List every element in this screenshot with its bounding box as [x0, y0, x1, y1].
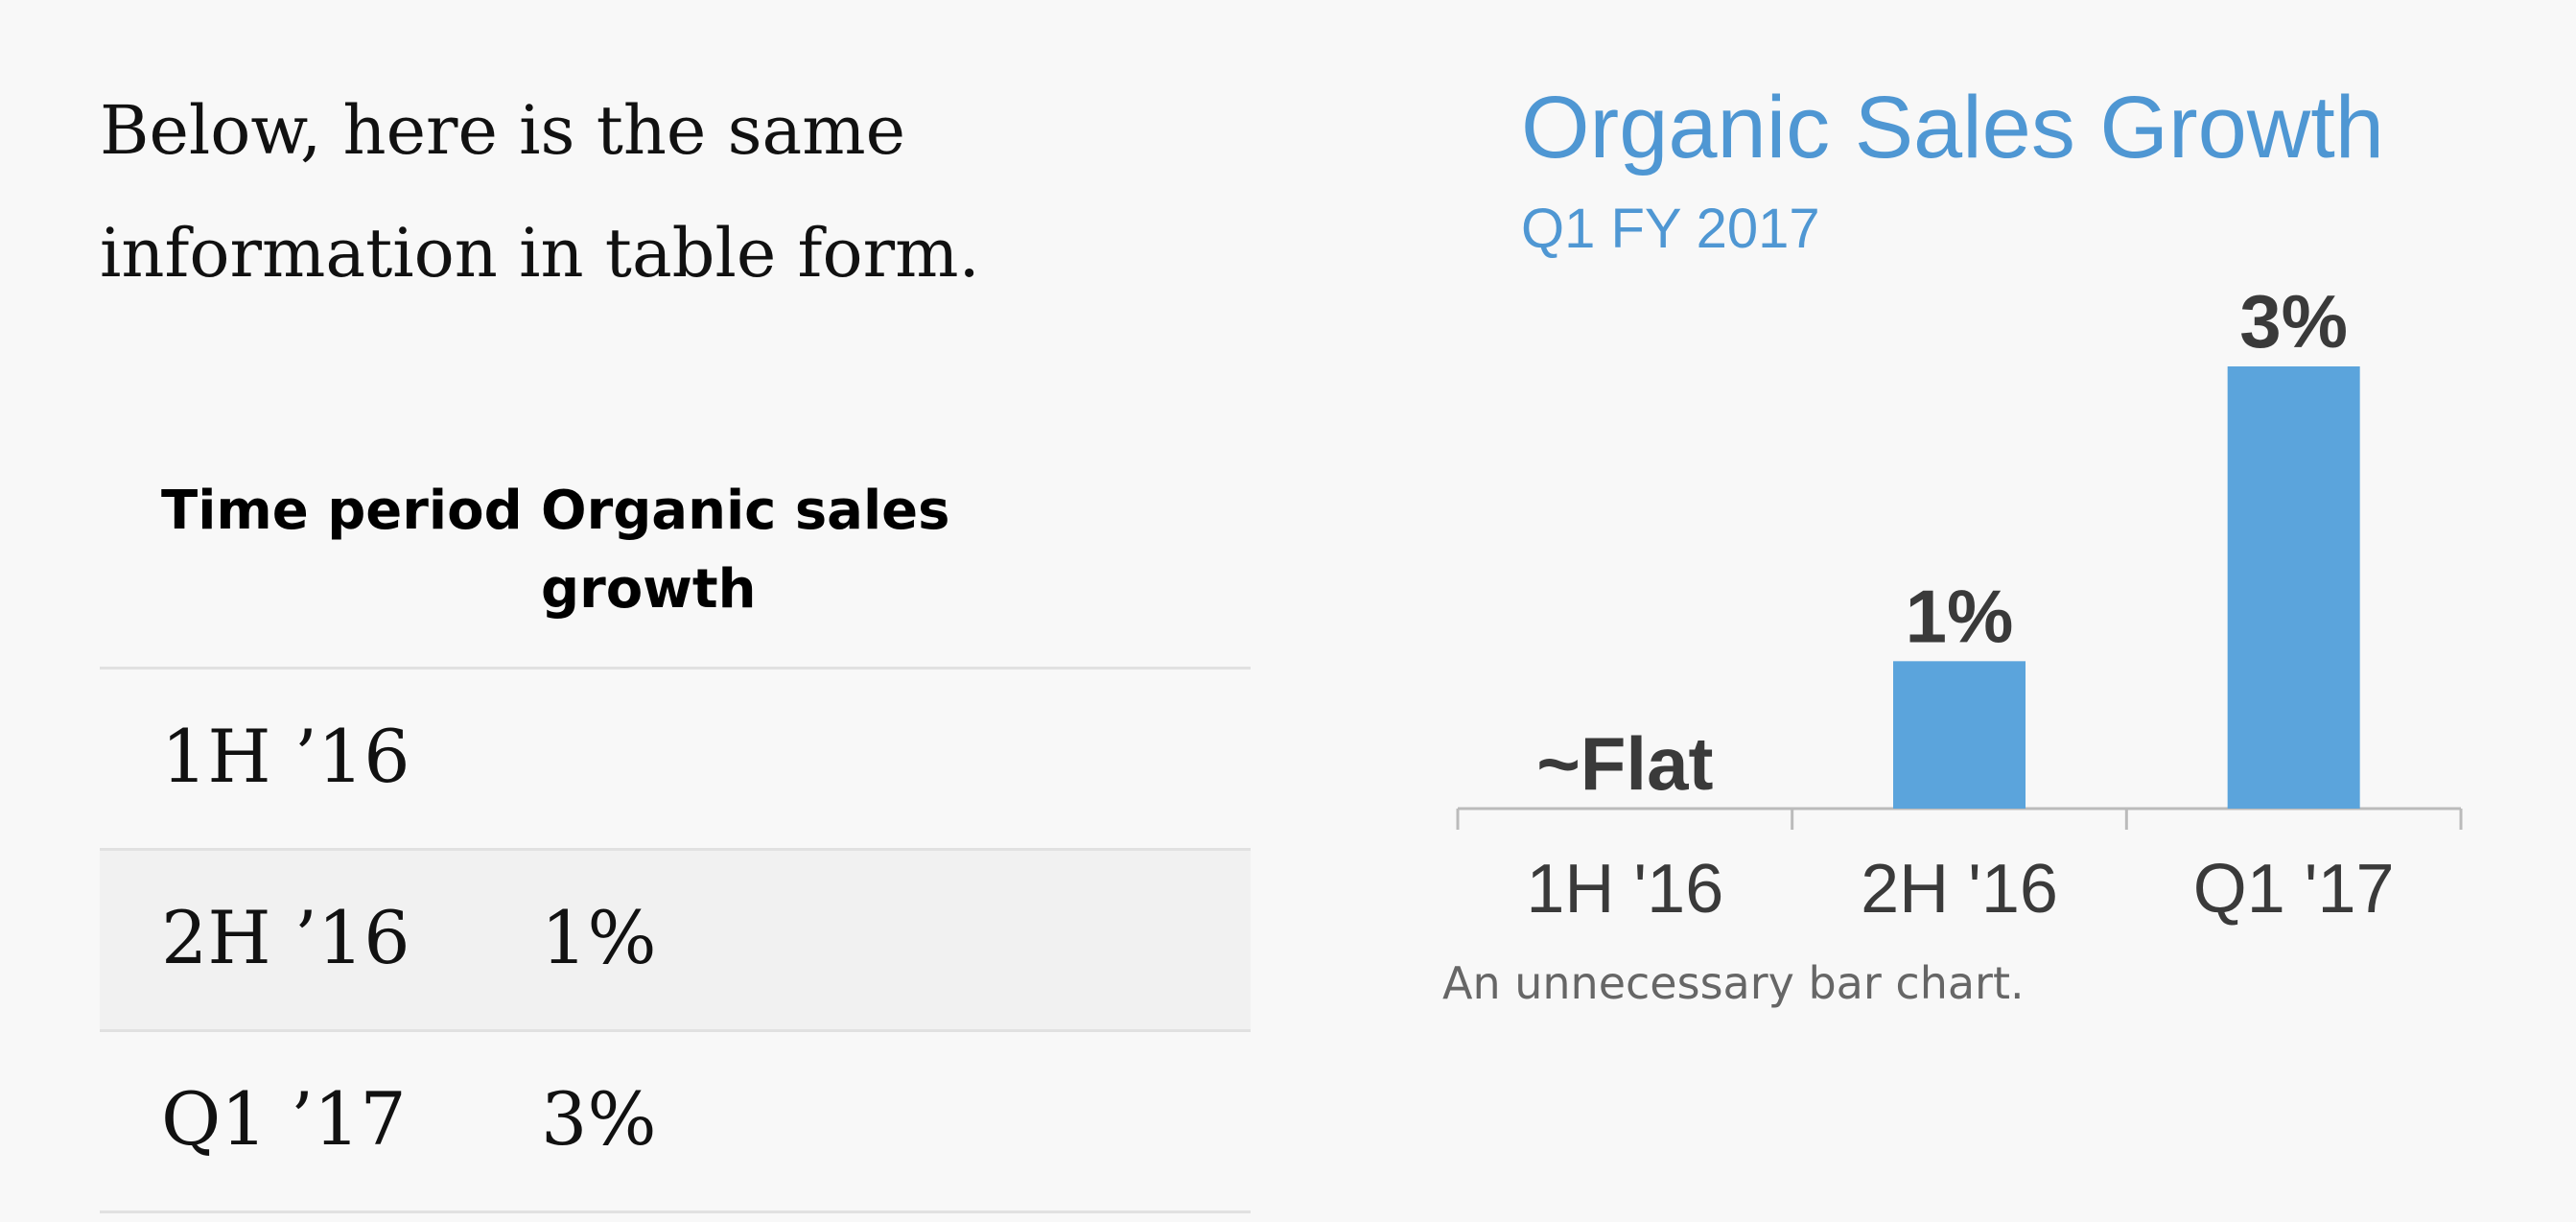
x-tick-label: Q1 '17: [2193, 851, 2395, 928]
table-cell-period: 2H ’16: [161, 894, 410, 980]
chart-container: Organic Sales Growth Q1 FY 2017 ~Flat 1H '1…: [1439, 38, 2494, 1036]
header-time-period: Time period: [161, 480, 523, 542]
table-cell-growth: [541, 756, 1251, 762]
table-row: 1H ’16: [100, 670, 1251, 851]
table-cell-growth: 1%: [541, 894, 657, 980]
bar-data-label: 3%: [2239, 279, 2348, 364]
table-header-row: Time period Organic sales growth: [100, 457, 1251, 670]
intro-paragraph: Below, here is the same information in t…: [100, 91, 980, 293]
table-row: 2H ’16 1%: [100, 851, 1251, 1032]
chart-title: Organic Sales Growth: [1521, 79, 2384, 176]
bar-data-label: 1%: [1906, 574, 2014, 658]
bar-data-label: ~Flat: [1536, 721, 1713, 806]
header-organic-sales-growth: Organic sales growth: [541, 480, 950, 621]
bar: [1893, 661, 2026, 809]
table-row: Q1 ’17 3%: [100, 1032, 1251, 1213]
table-cell-growth: 3%: [541, 1075, 657, 1162]
table-cell-period: 1H ’16: [161, 713, 410, 799]
chart-caption: An unnecessary bar chart.: [1442, 957, 2025, 1009]
table-cell-period: Q1 ’17: [161, 1075, 407, 1162]
x-tick-label: 1H '16: [1526, 851, 1723, 928]
x-tick-label: 2H '16: [1861, 851, 2058, 928]
bar: [2227, 366, 2360, 809]
growth-table: Time period Organic sales growth 1H ’16 …: [100, 457, 1251, 1213]
bar-chart: Organic Sales Growth Q1 FY 2017 ~Flat 1H '1…: [1456, 79, 2463, 928]
chart-subtitle: Q1 FY 2017: [1521, 198, 1820, 260]
